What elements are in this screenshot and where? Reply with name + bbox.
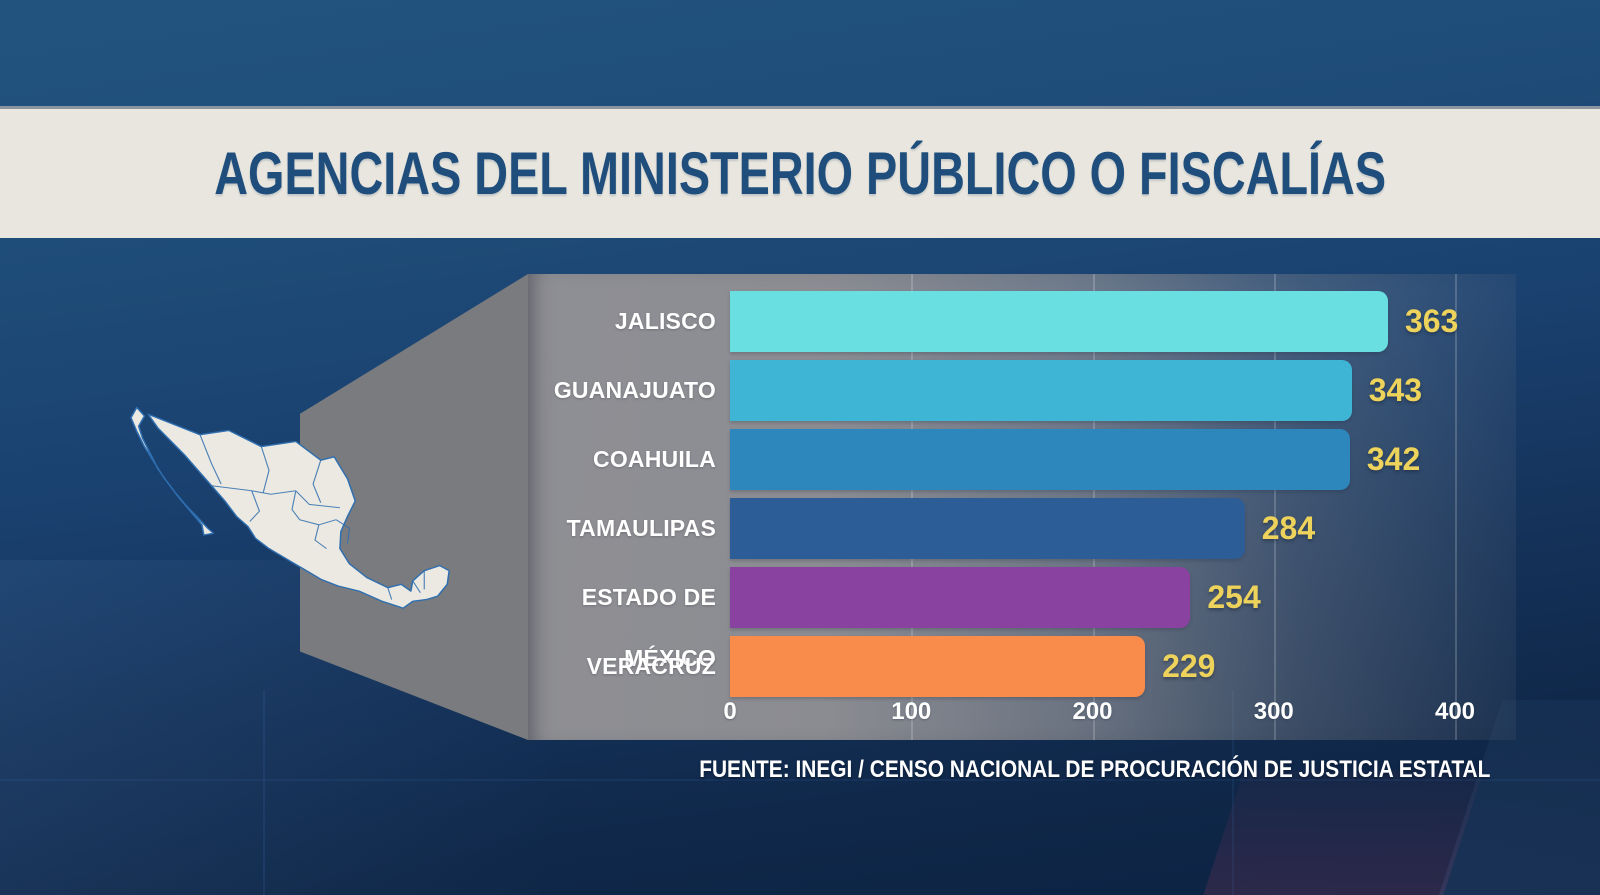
bar-category-label: JALISCO (614, 308, 716, 334)
mexico-map (108, 382, 453, 620)
background-gridline-horizontal (0, 779, 1600, 781)
bar (730, 498, 1245, 559)
bar (730, 429, 1350, 490)
bar-category-label: ESTADO DE MÉXICO (581, 584, 716, 671)
mexico-mainland (147, 413, 450, 609)
bar-chart-panel: 0 100 200 300 400 JALISCO 363 GUANAJUATO 343 COAH… (528, 274, 1516, 740)
axis-tick-label: 200 (1072, 698, 1113, 725)
bar-category-label: VERACRUZ (586, 653, 716, 679)
background-gridline-vertical (263, 690, 265, 895)
bar-category-label: COAHUILA (593, 446, 716, 472)
axis-tick-label: 0 (723, 698, 737, 725)
bar (730, 567, 1191, 628)
background-gridline-vertical (1232, 690, 1234, 895)
axis-tick-label: 100 (891, 698, 932, 725)
axis-tick-label: 300 (1253, 698, 1294, 725)
bar-value-label: 343 (1368, 372, 1423, 408)
baja-california-peninsula (130, 406, 215, 536)
bar-value-label: 254 (1207, 579, 1261, 615)
bar-category-label: GUANAJUATO (553, 377, 716, 403)
bar-value-label: 284 (1261, 510, 1316, 546)
bar (730, 636, 1146, 697)
axis-tick-label: 400 (1434, 698, 1476, 725)
page-title: AGENCIAS DEL MINISTERIO PÚBLICO O FISCAL… (214, 140, 1386, 207)
mexico-map-svg (130, 406, 450, 609)
title-band: AGENCIAS DEL MINISTERIO PÚBLICO O FISCAL… (0, 106, 1600, 238)
bar-value-label: 342 (1366, 441, 1421, 477)
bar-category-label: TAMAULIPAS (566, 515, 716, 541)
bar (730, 291, 1388, 352)
state-borders (199, 434, 425, 600)
source-attribution: FUENTE: INEGI / CENSO NACIONAL DE PROCUR… (698, 756, 1490, 783)
chart-gridline (1273, 274, 1276, 740)
background-red-band (1166, 770, 1484, 895)
bar-value-label: 229 (1162, 648, 1216, 684)
bar-value-label: 363 (1404, 303, 1459, 339)
bar (730, 360, 1352, 421)
chart-gridline (1455, 274, 1457, 740)
